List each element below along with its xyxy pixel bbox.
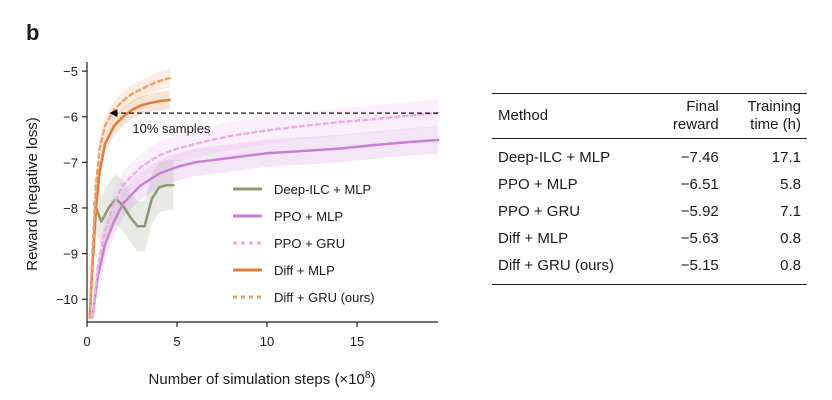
- diff-gru-ours-legend-label: Diff + GRU (ours): [274, 290, 375, 305]
- reward-cell: −5.92: [680, 203, 719, 220]
- axes: −5 −6 −7 −8 −9 −10 0 5 10 15: [56, 62, 438, 349]
- reward-cell: −5.15: [652, 252, 725, 285]
- deep-ilc-mlp-legend-label: Deep-ILC + MLP: [274, 182, 371, 197]
- annotation-label: 10% samples: [132, 121, 211, 136]
- table-row: Diff + GRU (ours) −5.15 0.8: [492, 252, 807, 285]
- x-tick-label: 0: [83, 334, 90, 349]
- header-method: Method: [492, 93, 653, 139]
- method-cell: Diff + GRU (ours): [492, 252, 653, 285]
- ppo-gru-legend-label: PPO + GRU: [274, 236, 345, 251]
- time-cell: 0.8: [780, 230, 801, 247]
- ppo-gru-line: [91, 111, 440, 319]
- header-final-reward: Final reward: [652, 93, 725, 139]
- table-row: PPO + GRU −5.92 7.1: [492, 198, 807, 225]
- reward-chart: −5 −6 −7 −8 −9 −10 0 5 10 15 10% samples Deep-ILC…: [24, 62, 440, 388]
- ppo-gru-band: [92, 99, 439, 323]
- x-axis-title-superscript: 8: [365, 370, 371, 381]
- y-tick-label: −5: [63, 64, 78, 79]
- diff-mlp-legend-label: Diff + MLP: [274, 263, 335, 278]
- ppo-mlp-line: [91, 138, 440, 319]
- y-tick-label: −10: [56, 292, 78, 307]
- table-row: Diff + MLP −5.63 0.8: [492, 225, 807, 252]
- table-row: PPO + MLP −6.51 5.8: [492, 171, 807, 198]
- diff-gru-ours-line: [88, 76, 172, 319]
- panel-label: b: [26, 20, 40, 45]
- results-table: Method Final reward Training time (h) Deep…: [492, 93, 807, 285]
- series-lines: [88, 76, 440, 319]
- time-cell: 5.8: [780, 176, 801, 193]
- y-tick-label: −7: [63, 155, 78, 170]
- y-tick-label: −6: [63, 110, 78, 125]
- time-cell: 17.1: [771, 149, 801, 166]
- table-header-row: Method Final reward Training time (h): [492, 93, 807, 139]
- table-row: Deep-ILC + MLP −7.46 17.1: [492, 139, 807, 172]
- x-tick-label: 15: [350, 334, 364, 349]
- deep-ilc-mlp-band: [94, 160, 174, 252]
- deep-ilc-mlp-line: [92, 183, 175, 228]
- time-cell: 7.1: [780, 203, 801, 220]
- reward-cell: −6.51: [680, 176, 719, 193]
- method-cell: Deep-ILC + MLP: [498, 149, 611, 166]
- y-tick-label: −9: [63, 247, 78, 262]
- header-training-time: Training time (h): [724, 93, 807, 139]
- method-cell: PPO + GRU: [498, 203, 581, 220]
- annotation-group: 10% samples: [109, 109, 438, 136]
- x-axis-title: Number of simulation steps (×108): [149, 370, 376, 388]
- confidence-bands: [89, 68, 439, 323]
- method-cell: Diff + MLP: [498, 230, 569, 247]
- x-tick-label: 10: [260, 334, 274, 349]
- y-axis-title: Reward (negative loss): [24, 117, 41, 270]
- y-tick-label: −8: [63, 201, 78, 216]
- legend: Deep-ILC + MLP PPO + MLP PPO + GRU Diff + M…: [233, 182, 375, 305]
- reward-cell: −5.63: [680, 230, 719, 247]
- ppo-mlp-band: [92, 126, 439, 322]
- ppo-mlp-legend-label: PPO + MLP: [274, 209, 343, 224]
- time-cell: 0.8: [724, 252, 807, 285]
- reward-cell: −7.46: [680, 149, 719, 166]
- method-cell: PPO + MLP: [498, 176, 578, 193]
- x-tick-label: 5: [173, 334, 180, 349]
